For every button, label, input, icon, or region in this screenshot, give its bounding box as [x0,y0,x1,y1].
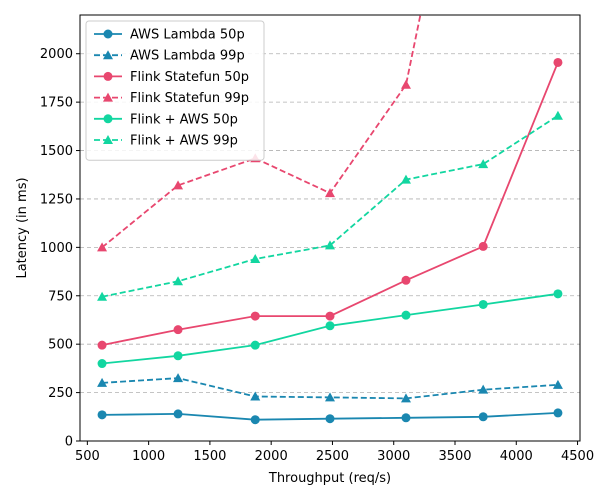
data-point [325,414,335,424]
data-point [97,377,108,387]
data-point [325,311,335,321]
legend-label: AWS Lambda 99p [130,49,245,64]
data-point [97,340,107,350]
y-tick-label: 2000 [40,47,73,62]
legend-label: Flink Statefun 99p [130,91,249,106]
y-tick-label: 750 [48,289,73,304]
data-point [250,391,261,401]
y-tick-label: 500 [48,338,73,353]
data-point [553,57,563,67]
legend-entry: AWS Lambda 50p [94,28,245,43]
data-point [173,351,183,361]
x-tick-label: 1000 [132,449,165,464]
data-point [250,340,260,350]
data-point [173,373,184,383]
data-point [552,110,563,120]
legend-box [85,20,265,161]
series-1 [97,373,563,403]
legend-marker [103,29,113,39]
x-tick-label: 500 [75,449,100,464]
legend-entry: Flink + AWS 99p [94,134,238,149]
data-point [401,275,411,285]
legend-entry: Flink Statefun 50p [94,70,249,85]
data-point [401,413,411,423]
series-5 [97,110,563,301]
legend-marker [103,135,113,144]
x-axis-label: Throughput (req/s) [268,471,391,486]
series-4 [97,289,563,369]
x-tick-label: 1500 [193,449,226,464]
data-point [173,325,183,335]
legend-marker [103,114,113,124]
data-point [400,174,411,184]
x-axis: 500 1000 1500 2000 2500 3000 3500 4000 4500 [75,441,594,464]
legend: AWS Lambda 50p AWS Lambda 99p Flink Statef… [85,20,265,161]
y-gridlines [80,53,580,393]
data-point [552,379,563,389]
data-point [553,289,563,299]
data-point [325,240,335,250]
data-point [400,79,411,89]
legend-label: AWS Lambda 50p [130,28,245,43]
legend-entry: Flink + AWS 50p [94,112,238,127]
y-tick-label: 1500 [40,144,73,159]
data-point [97,242,108,252]
series-2 [97,57,563,350]
legend-label: Flink + AWS 99p [130,134,238,149]
data-point [97,359,107,369]
data-point [478,299,488,309]
y-tick-label: 0 [65,435,73,450]
legend-label: Flink + AWS 50p [130,112,238,127]
y-tick-label: 1000 [40,241,73,256]
data-point [250,415,260,425]
x-tick-label: 2000 [255,449,288,464]
legend-label: Flink Statefun 50p [130,70,249,85]
legend-marker [103,50,113,60]
legend-marker [103,92,113,102]
data-point [173,409,183,419]
data-point [97,410,107,420]
data-point [401,310,411,320]
y-axis: 0 250 500 750 1000 1250 1500 1750 2000 [40,47,80,450]
data-point [173,180,184,190]
series-0 [97,408,563,425]
x-tick-label: 3500 [438,449,471,464]
x-tick-label: 3000 [377,449,410,464]
x-tick-label: 4500 [561,449,594,464]
y-tick-label: 1250 [40,192,73,207]
data-point [478,384,489,394]
data-point [325,188,335,198]
y-tick-label: 1750 [40,96,73,111]
y-axis-label: Latency (in ms) [15,177,30,278]
data-point [400,393,411,403]
x-tick-label: 4000 [500,449,533,464]
data-point [250,311,260,321]
series-line [101,15,422,249]
plot-frame [79,14,581,442]
data-point [325,392,335,402]
data-point [478,412,488,422]
legend-marker [103,71,113,81]
legend-entry: AWS Lambda 99p [94,49,245,64]
legend-entry: Flink Statefun 99p [94,91,249,106]
data-point [553,408,563,418]
series-layer [97,15,563,425]
data-point [250,253,261,263]
data-point [97,291,108,301]
x-tick-label: 2500 [316,449,349,464]
data-point [325,321,335,331]
y-tick-label: 250 [48,386,73,401]
data-point [478,241,488,251]
data-point [173,276,184,286]
data-point [478,159,489,169]
